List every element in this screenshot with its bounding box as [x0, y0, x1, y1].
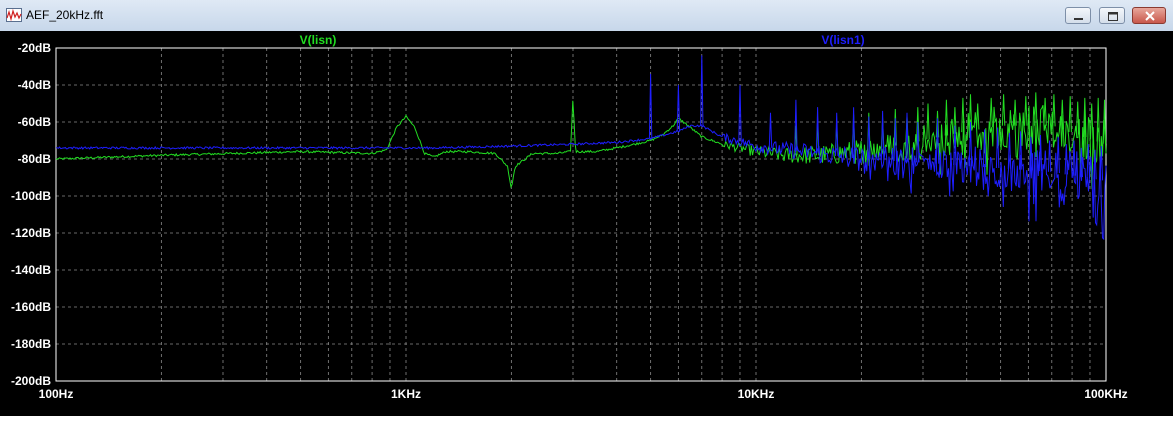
- harmonic-spike: [968, 94, 973, 131]
- harmonic-spike: [953, 107, 957, 134]
- legend: V(lisn) V(lisn1): [300, 33, 865, 47]
- harmonic-spike: [1096, 97, 1100, 142]
- y-tick-label: -60dB: [18, 115, 52, 129]
- x-tick-label: 100KHz: [1084, 387, 1127, 401]
- y-tick-label: -100dB: [11, 189, 51, 203]
- harmonic-spike: [916, 121, 920, 163]
- harmonic-spike: [676, 84, 681, 132]
- harmonic-spike: [1079, 147, 1083, 178]
- x-tick-label: 100Hz: [39, 387, 74, 401]
- harmonic-spike: [935, 118, 940, 164]
- harmonic-spike: [1013, 99, 1017, 126]
- harmonic-spike: [851, 107, 856, 159]
- x-tick-label: 1KHz: [391, 387, 421, 401]
- harmonic-spike: [1056, 136, 1060, 174]
- fft-chart: -20dB -40dB -60dB -80dB -100dB -120dB -140dB -1…: [11, 33, 1128, 401]
- harmonic-spike: [916, 107, 920, 142]
- harmonic-spike: [1018, 131, 1023, 170]
- harmonic-spike: [1072, 140, 1076, 176]
- harmonic-spike: [1093, 149, 1097, 180]
- legend-entry[interactable]: V(lisn1): [821, 33, 864, 47]
- harmonic-spike: [1024, 96, 1028, 126]
- harmonic-spike: [893, 118, 897, 162]
- harmonic-spike: [1086, 144, 1090, 179]
- harmonic-spike: [976, 103, 980, 130]
- harmonic-spike: [926, 103, 930, 140]
- harmonic-spike: [905, 112, 909, 162]
- trace-v-lisn1: [55, 124, 1107, 241]
- y-tick-label: -80dB: [18, 152, 52, 166]
- harmonic-spike: [1099, 145, 1104, 181]
- harmonic-spike: [738, 84, 742, 142]
- harmonic-spike: [1076, 101, 1080, 135]
- harmonic-spike: [835, 112, 839, 156]
- harmonic-spike: [1083, 97, 1087, 138]
- x-tick-label: 10KHz: [738, 387, 775, 401]
- harmonic-spike: [815, 107, 820, 154]
- harmonic-spike: [768, 112, 773, 148]
- harmonic-spike: [1007, 133, 1012, 169]
- harmonic-spike: [880, 110, 885, 161]
- harmonic-spike: [1001, 94, 1006, 126]
- harmonic-spike: [1034, 92, 1038, 126]
- waveform-app-icon: [6, 8, 22, 22]
- maximize-button[interactable]: [1099, 7, 1125, 24]
- harmonic-spike: [1090, 103, 1094, 140]
- harmonic-spike: [1029, 136, 1033, 171]
- y-tick-label: -160dB: [11, 300, 51, 314]
- harmonic-spike: [1102, 99, 1107, 144]
- y-tick-label: -20dB: [18, 41, 52, 55]
- harmonic-spike: [867, 116, 871, 160]
- harmonic-spike: [935, 110, 940, 138]
- harmonic-spike: [944, 99, 949, 136]
- grid: [56, 48, 1106, 381]
- harmonic-spike: [1060, 99, 1064, 130]
- harmonic-spike: [1068, 96, 1072, 133]
- title-bar[interactable]: AEF_20kHz.fft: [0, 0, 1173, 32]
- harmonic-spike: [794, 99, 798, 151]
- plot-frame: [55, 47, 1107, 382]
- harmonic-spike: [995, 127, 1000, 169]
- harmonic-spike: [1038, 134, 1043, 172]
- harmonic-spike: [989, 97, 993, 128]
- legend-entry[interactable]: V(lisn): [300, 33, 337, 47]
- y-tick-label: -120dB: [11, 226, 51, 240]
- minimize-icon: [1074, 18, 1083, 20]
- traces: [55, 55, 1107, 241]
- y-tick-label: -40dB: [18, 78, 52, 92]
- harmonic-spike: [982, 129, 987, 168]
- close-button[interactable]: [1132, 7, 1166, 24]
- harmonic-spike: [961, 97, 965, 133]
- y-tick-label: -200dB: [11, 374, 51, 388]
- harmonic-spike: [648, 73, 653, 139]
- y-axis: -20dB -40dB -60dB -80dB -100dB -120dB -140dB -1…: [11, 41, 51, 388]
- harmonic-spike: [700, 55, 704, 126]
- harmonic-spike: [1043, 97, 1047, 126]
- harmonic-spike: [953, 125, 957, 166]
- y-tick-label: -180dB: [11, 337, 51, 351]
- plot-area: -20dB -40dB -60dB -80dB -100dB -120dB -140dB -1…: [0, 31, 1173, 416]
- harmonic-spike: [1064, 144, 1068, 175]
- maximize-icon: [1108, 12, 1118, 21]
- y-tick-label: -140dB: [11, 263, 51, 277]
- trace-v-lisn: [55, 100, 1107, 190]
- window-title: AEF_20kHz.fft: [26, 8, 104, 22]
- harmonic-spike: [968, 121, 973, 167]
- harmonic-spike: [1052, 94, 1056, 127]
- harmonic-spike: [1047, 140, 1052, 172]
- x-axis: 100Hz 1KHz 10KHz 100KHz: [39, 387, 1128, 401]
- minimize-button[interactable]: [1065, 7, 1091, 24]
- close-icon: [1145, 11, 1155, 21]
